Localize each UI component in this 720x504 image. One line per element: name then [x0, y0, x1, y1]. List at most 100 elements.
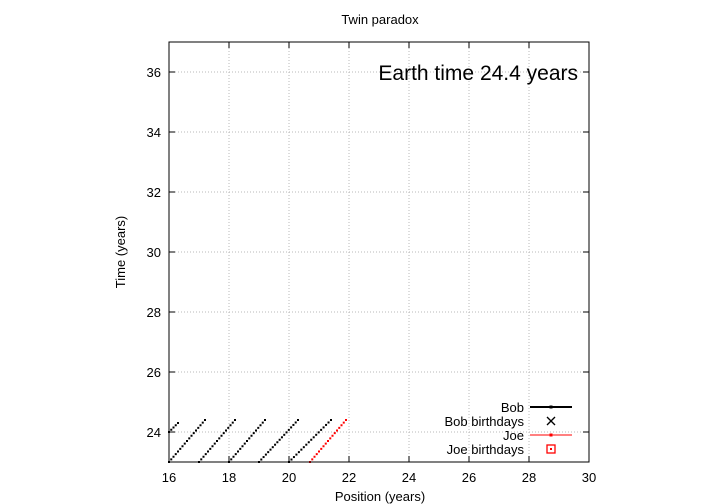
data-point — [264, 419, 266, 421]
data-point — [290, 458, 293, 461]
data-point — [311, 458, 314, 461]
data-point — [177, 422, 179, 424]
data-point — [330, 419, 332, 421]
data-point — [225, 429, 227, 432]
data-point — [320, 447, 323, 450]
data-point — [241, 445, 244, 448]
data-point — [257, 426, 260, 429]
data-point — [237, 450, 239, 453]
data-point — [317, 431, 320, 434]
y-axis-label: Time (years) — [113, 216, 128, 288]
data-point — [201, 421, 204, 424]
y-tick-label: 28 — [147, 305, 161, 320]
data-point — [209, 447, 212, 450]
data-point — [234, 419, 236, 421]
legend-line-dot — [549, 405, 553, 409]
data-point — [239, 447, 242, 450]
data-point — [340, 424, 343, 427]
data-point — [248, 437, 251, 440]
data-point — [213, 442, 216, 445]
data-point — [177, 450, 179, 453]
data-point — [218, 437, 221, 440]
data-point — [297, 419, 299, 421]
data-point — [345, 419, 347, 421]
data-point — [283, 433, 286, 436]
data-point — [310, 438, 313, 441]
data-point — [261, 421, 264, 424]
data-point — [195, 429, 197, 432]
data-point — [181, 445, 184, 448]
data-point — [197, 426, 200, 429]
data-point — [322, 445, 325, 448]
data-point — [338, 426, 341, 429]
data-point — [174, 453, 177, 456]
data-point — [285, 431, 288, 434]
data-point — [202, 455, 205, 458]
data-point — [211, 445, 214, 448]
x-tick-label: 16 — [162, 470, 176, 485]
data-point — [250, 434, 253, 437]
data-point — [204, 419, 206, 421]
data-point — [232, 455, 235, 458]
data-point — [305, 443, 308, 446]
y-tick-label: 26 — [147, 365, 161, 380]
x-axis-label: Position (years) — [335, 489, 425, 504]
data-point — [183, 442, 186, 445]
earth-time-annotation: Earth time 24.4 years — [378, 62, 578, 85]
data-point — [204, 453, 207, 456]
data-point — [271, 446, 274, 449]
data-point — [274, 443, 277, 446]
data-point — [290, 426, 293, 429]
data-point — [322, 426, 325, 429]
data-point — [312, 436, 315, 439]
data-point — [336, 429, 338, 432]
data-point — [292, 423, 295, 426]
data-point — [333, 432, 336, 435]
data-point — [318, 450, 320, 453]
data-point — [255, 429, 257, 432]
data-point — [231, 421, 234, 424]
y-tick-label: 30 — [147, 245, 161, 260]
data-point — [294, 421, 297, 424]
data-point — [342, 421, 345, 424]
grid — [169, 42, 589, 462]
data-point — [234, 453, 237, 456]
data-point — [174, 424, 177, 427]
x-tick-label: 22 — [342, 470, 356, 485]
data-point — [267, 451, 270, 454]
y-tick-label: 32 — [147, 185, 161, 200]
x-tick-label: 30 — [582, 470, 596, 485]
data-point — [246, 440, 248, 442]
data-point — [229, 424, 232, 427]
data-point — [307, 441, 310, 444]
data-point — [186, 440, 188, 442]
data-point — [262, 456, 265, 459]
x-tick-label: 18 — [222, 470, 236, 485]
y-tick-label: 36 — [147, 65, 161, 80]
data-point — [287, 428, 290, 431]
data-point — [172, 426, 175, 429]
data-point — [325, 423, 328, 426]
data-point — [230, 458, 233, 461]
legend-marker-square — [546, 444, 556, 454]
data-point — [192, 432, 195, 435]
data-point — [170, 428, 173, 431]
data-point — [297, 451, 300, 454]
data-point — [227, 426, 230, 429]
data-point — [243, 442, 246, 445]
data-point — [315, 433, 318, 436]
x-tick-label: 26 — [462, 470, 476, 485]
chart-title: Twin paradox — [341, 12, 419, 27]
data-point — [179, 447, 182, 450]
data-point — [200, 458, 203, 461]
data-point — [329, 437, 332, 440]
data-point — [324, 442, 327, 445]
data-point — [220, 434, 223, 437]
data-point — [276, 441, 279, 444]
data-point — [264, 453, 267, 456]
data-point — [222, 432, 225, 435]
data-point — [300, 448, 303, 451]
data-point — [199, 424, 202, 427]
legend-label: Bob birthdays — [445, 414, 525, 429]
